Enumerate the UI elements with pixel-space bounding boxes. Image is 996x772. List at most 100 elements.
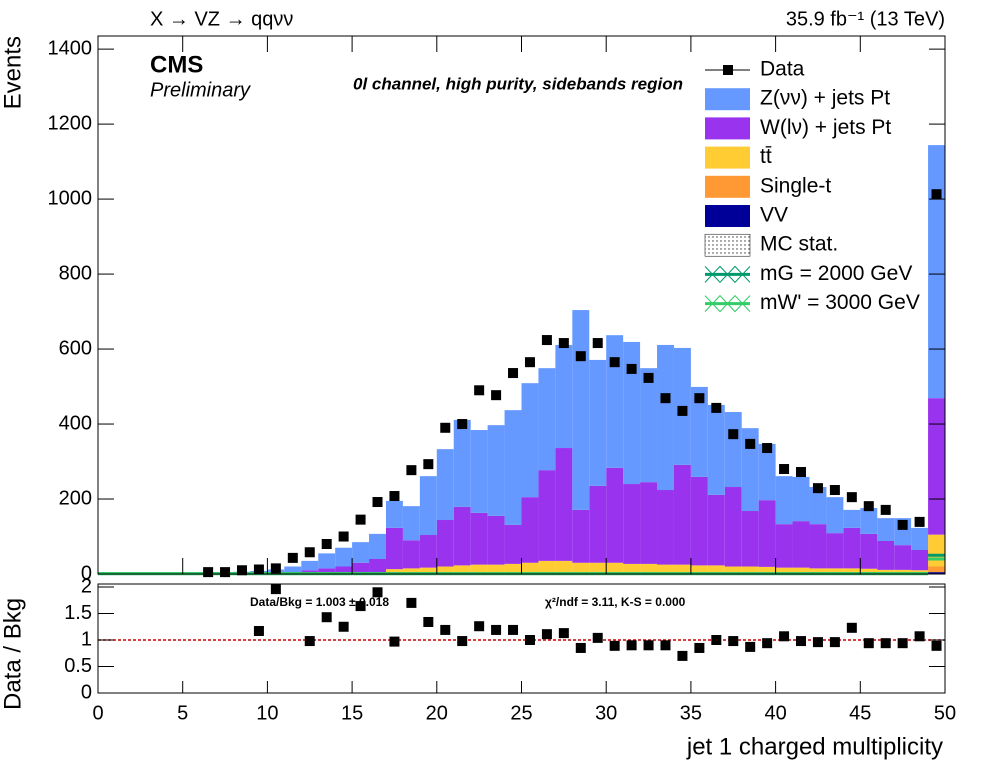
y-tick-label: 1400 <box>48 37 93 59</box>
stack-bar <box>741 566 759 573</box>
data-point <box>372 497 383 508</box>
ratio-point <box>355 601 366 612</box>
data-point <box>355 514 366 525</box>
data-point <box>508 368 519 379</box>
x-tick-label: 10 <box>256 702 278 724</box>
stack-bar <box>385 500 403 528</box>
data-point <box>220 567 231 578</box>
stack-bar <box>419 476 437 536</box>
legend-symbol <box>705 146 750 169</box>
data-point <box>491 390 502 401</box>
legend-label: mW' = 3000 GeV <box>760 291 920 314</box>
chart-title: X → VZ → qqνν <box>150 8 293 30</box>
data-point <box>897 519 908 530</box>
legend-symbol <box>705 88 750 111</box>
stack-bar <box>301 560 319 571</box>
stack-bar <box>352 542 370 563</box>
stack-bar <box>470 512 488 565</box>
stack-bar <box>623 484 641 564</box>
ratio-point <box>728 636 739 647</box>
ratio-point <box>863 638 874 649</box>
ratio-point <box>812 637 823 648</box>
ratio-point <box>880 638 891 649</box>
legend-symbol <box>705 175 750 198</box>
stack-bar <box>724 487 742 567</box>
stack-bar <box>606 467 624 563</box>
ratio-point <box>660 640 671 651</box>
ratio-point <box>796 636 807 647</box>
stack-bar <box>589 485 607 563</box>
data-point <box>389 491 400 502</box>
data-point <box>711 402 722 413</box>
stack-bar <box>860 533 878 569</box>
y-tick-label: 600 <box>59 337 92 359</box>
ratio-point <box>829 637 840 648</box>
ratio-point <box>389 636 400 647</box>
ratio-point <box>914 631 925 642</box>
y-tick-label: 1 <box>81 628 92 650</box>
stack-bar <box>911 527 929 551</box>
data-point <box>609 357 620 368</box>
stack-bar <box>419 567 437 573</box>
region-label: 0l channel, high purity, sidebands regio… <box>353 74 683 93</box>
x-tick-label: 45 <box>849 702 871 724</box>
legend-label: Data <box>760 58 805 81</box>
data-point <box>406 465 417 476</box>
ratio-annotation: Data/Bkg = 1.003 ± 0.018 <box>250 595 389 609</box>
experiment-label: CMS <box>150 51 203 78</box>
stack-bar <box>318 553 336 569</box>
data-point <box>846 492 857 503</box>
x-tick-label: 30 <box>595 702 617 724</box>
legend-symbol <box>723 65 733 75</box>
legend-symbol <box>704 294 751 313</box>
stack-bar <box>640 482 658 564</box>
stack-bar <box>504 563 522 573</box>
stack-bar <box>657 564 674 573</box>
stack-bar <box>792 476 810 522</box>
stack-bar <box>402 568 420 573</box>
stack-bar <box>555 560 573 573</box>
x-tick-label: 20 <box>426 702 448 724</box>
stack-bar <box>301 570 319 573</box>
stack-bar <box>284 566 302 573</box>
y-tick-label: 2 <box>81 575 92 597</box>
stack-bar <box>640 368 658 483</box>
stack-bar <box>809 568 827 573</box>
stack-bar <box>860 508 878 534</box>
stack-bar <box>504 524 522 564</box>
stack-bar <box>741 511 759 567</box>
ratio-point <box>440 624 451 635</box>
ratio-point <box>558 628 569 639</box>
data-point <box>457 419 468 430</box>
legend-symbol <box>704 233 751 257</box>
stack-bar <box>894 569 912 573</box>
y-axis-label: Events <box>0 36 26 109</box>
data-point <box>643 372 654 383</box>
stack-bar <box>436 520 454 567</box>
stack-bar <box>402 540 420 569</box>
stack-bar <box>521 497 539 563</box>
data-point <box>779 464 790 475</box>
data-point <box>728 429 739 440</box>
stack-bar <box>707 404 725 495</box>
data-point <box>287 552 298 563</box>
x-tick-label: 0 <box>92 702 103 724</box>
stack-bar <box>758 566 776 573</box>
data-point <box>829 485 840 496</box>
ratio-point <box>304 636 315 647</box>
ratio-point <box>491 624 502 635</box>
stack-bar <box>369 533 386 560</box>
stack-bar <box>572 562 590 573</box>
x-tick-label: 40 <box>764 702 786 724</box>
data-point <box>677 405 688 416</box>
stack-bar <box>538 470 556 561</box>
data-point <box>931 189 942 200</box>
ratio-point <box>474 621 485 632</box>
stack-bar <box>504 410 522 525</box>
stack-bar <box>487 515 505 565</box>
stack-bar <box>826 568 844 573</box>
stack-bar <box>589 359 607 486</box>
ratio-point <box>592 632 603 643</box>
stack-bar <box>657 344 674 491</box>
stack-bar <box>521 562 539 573</box>
